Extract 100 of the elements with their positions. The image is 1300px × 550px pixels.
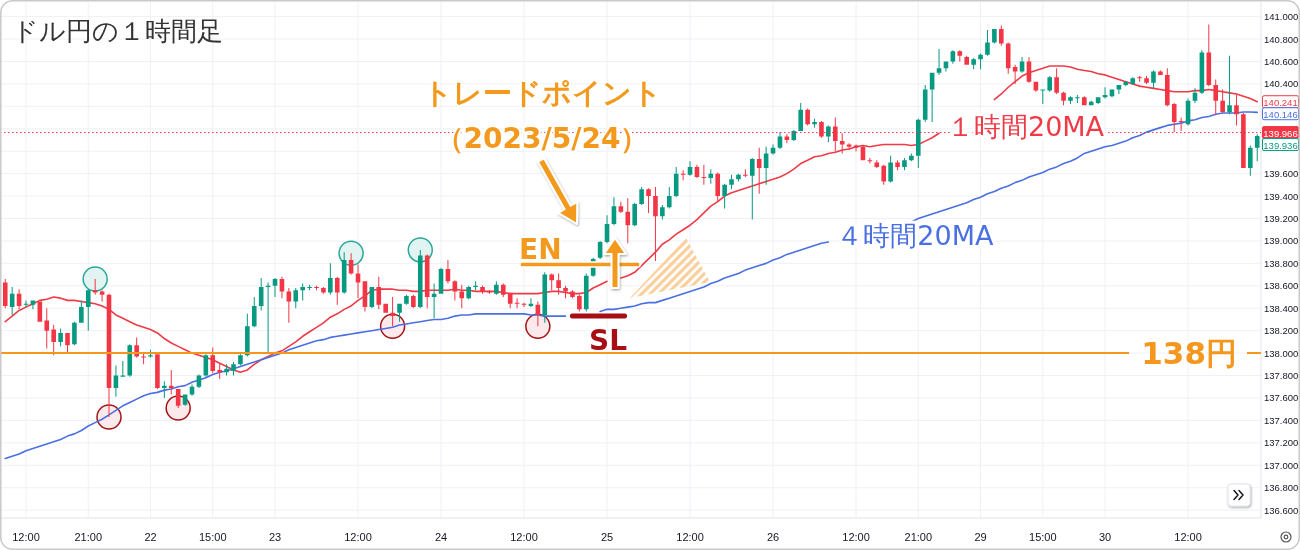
candlestick [1061,91,1066,106]
candlestick [888,155,893,183]
candlestick [473,281,478,291]
y-tick-label: 139.200 [1264,213,1299,224]
candlestick [44,308,50,349]
x-tick-label: 21:00 [74,531,103,543]
candlestick [1234,95,1239,126]
candlestick [639,187,644,206]
y-tick-label: 138.800 [1264,257,1299,269]
candlestick [1227,55,1232,115]
y-tick-label: 137.800 [1264,370,1299,382]
candlestick [321,286,326,294]
candlestick [376,276,382,310]
x-tick-label: 12:00 [842,531,870,543]
candlestick [231,362,236,376]
candlestick [846,143,852,151]
candlestick [1220,89,1225,114]
candlestick [1171,102,1177,133]
candlestick [1047,76,1053,92]
candlestick [1082,96,1087,106]
candlestick [162,381,167,398]
y-tick-label: 141.000 [1264,11,1299,23]
y-tick-label: 140.600 [1264,55,1299,67]
y-tick-label: 137.200 [1264,437,1299,449]
candlestick [971,58,976,70]
candlestick [459,284,465,309]
candlestick [334,276,340,305]
candlestick [494,281,499,295]
candlestick [1075,95,1080,103]
candlestick [653,187,658,262]
y-tick-label: 136.600 [1264,504,1299,516]
candlestick [957,50,963,62]
candlestick [556,273,561,295]
candlestick [895,160,900,171]
x-tick-label: 26 [766,531,780,543]
series-label: １時間20MA [946,111,1105,143]
candlestick [1068,96,1073,105]
candlestick [874,160,880,169]
text: ドル円の１時間足 [12,16,223,46]
candlestick [902,157,907,171]
ref-line-label: 138円 [1141,335,1237,372]
candlestick [1144,76,1149,84]
candlestick [1040,89,1046,105]
candlestick [390,297,395,327]
candlestick [729,174,734,190]
candlestick [404,294,409,305]
candlestick [1054,68,1059,94]
candlestick [120,360,126,377]
candlestick [85,289,91,331]
y-tick-label: 138.200 [1264,325,1299,337]
y-tick-label: 139.600 [1264,168,1299,180]
x-tick-label: 21:00 [904,531,933,543]
candlestick [79,300,84,323]
candlestick [487,290,492,294]
candlestick [701,164,707,185]
x-tick-label: 24 [434,531,448,543]
y-tick-label: 140.800 [1264,33,1299,45]
candlestick [155,354,160,389]
candlestick [265,282,271,354]
x-tick-label: 12:00 [1174,531,1202,543]
y-tick-label: 138.400 [1264,302,1299,314]
x-tick-label: 12:00 [676,531,704,543]
candlestick [238,354,243,366]
x-tick-label: 30 [1098,531,1112,543]
candlestick [999,25,1004,46]
x-tick-label: 15:00 [198,531,227,543]
y-tick-label: 137.600 [1264,392,1299,404]
candlestick [168,369,174,395]
annotation: EN [519,233,562,266]
y-tick-label: 136.800 [1264,482,1299,494]
y-tick-label: 138.000 [1264,347,1299,359]
series-label: ４時間20MA [836,220,994,252]
annotation: （2023/5/24） [435,122,649,155]
candlestick [328,263,333,295]
candlestick [397,303,402,322]
y-tick-label: 139.400 [1264,190,1299,202]
candlestick [92,279,98,295]
candlestick [964,55,970,65]
annotation: トレードポイント [422,76,662,110]
candlestick [293,288,299,309]
x-tick-label: 23 [268,531,282,543]
y-tick-label: 140.400 [1264,78,1299,90]
candlestick [749,157,755,220]
x-tick-label: 29 [974,531,987,543]
y-tick-label: 139.000 [1264,235,1299,247]
candlestick [570,290,575,299]
x-tick-label: 15:00 [1029,531,1057,543]
x-tick-label: 22 [144,531,157,543]
candlestick [743,169,748,177]
candlestick [756,147,762,194]
candlestick [1213,79,1219,116]
annotation: SL [589,324,628,357]
y-tick-label: 137.000 [1264,459,1299,471]
candlestick [2,279,8,309]
candlestick [141,353,146,365]
x-tick-label: 12:00 [12,531,40,543]
candlestick [383,303,388,313]
candlestick [58,328,63,347]
x-tick-label: 12:00 [510,531,538,543]
candlestick [625,198,631,244]
